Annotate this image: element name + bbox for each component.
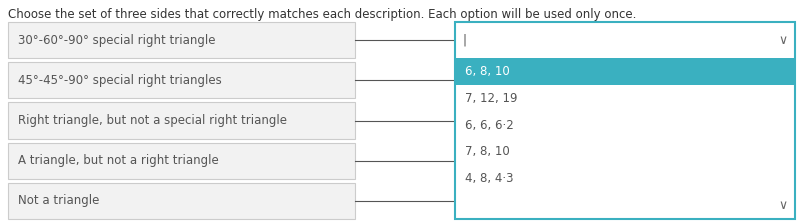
Text: Choose the set of three sides that correctly matches each description. Each opti: Choose the set of three sides that corre… — [8, 8, 636, 21]
Text: 6, 8, 10: 6, 8, 10 — [465, 65, 510, 78]
Text: |: | — [463, 34, 467, 47]
Bar — [455, 112, 795, 139]
Text: 6, 6, 6·2: 6, 6, 6·2 — [465, 119, 514, 132]
Bar — [8, 142, 355, 179]
Text: 45°-45°-90° special right triangles: 45°-45°-90° special right triangles — [18, 74, 222, 87]
Bar — [8, 183, 355, 219]
Bar — [8, 22, 355, 58]
Bar — [8, 102, 355, 139]
Text: 4, 8, 4·3: 4, 8, 4·3 — [465, 172, 514, 185]
Bar — [455, 22, 795, 219]
Bar — [8, 62, 355, 98]
Text: 7, 12, 19: 7, 12, 19 — [465, 92, 518, 105]
Bar — [455, 58, 795, 85]
Text: 30°-60°-90° special right triangle: 30°-60°-90° special right triangle — [18, 34, 215, 47]
Bar — [455, 22, 795, 58]
Text: Not a triangle: Not a triangle — [18, 194, 99, 207]
Bar — [455, 139, 795, 165]
Text: ∨: ∨ — [778, 199, 787, 212]
Bar — [455, 165, 795, 192]
Text: ∨: ∨ — [778, 34, 787, 47]
Text: Right triangle, but not a special right triangle: Right triangle, but not a special right … — [18, 114, 287, 127]
Text: A triangle, but not a right triangle: A triangle, but not a right triangle — [18, 154, 218, 167]
Bar — [455, 192, 795, 219]
Bar — [455, 85, 795, 112]
Text: 7, 8, 10: 7, 8, 10 — [465, 145, 510, 159]
